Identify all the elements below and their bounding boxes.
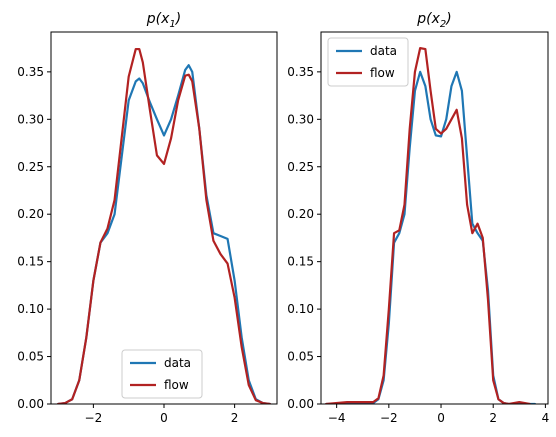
title-subscript: 2 — [440, 19, 446, 30]
y-tick-label: 0.20 — [287, 207, 314, 221]
legend-label-flow: flow — [164, 378, 189, 392]
x-tick-label: 4 — [542, 411, 550, 425]
y-tick-label: 0.15 — [287, 255, 314, 269]
y-tick-label: 0.15 — [17, 255, 44, 269]
y-tick-label: 0.05 — [17, 350, 44, 364]
title-subscript: 1 — [169, 19, 175, 30]
y-tick-label: 0.10 — [17, 302, 44, 316]
series-line-flow — [325, 47, 531, 404]
legend-label-data: data — [164, 356, 191, 370]
y-tick-label: 0.35 — [17, 65, 44, 79]
title-main: p(x — [146, 11, 170, 27]
x-tick-label: 2 — [489, 411, 497, 425]
axes-frame — [320, 31, 549, 405]
chart-title: p(x1) — [146, 11, 181, 30]
title-main: p(x — [416, 11, 440, 27]
y-tick-label: 0.30 — [287, 112, 314, 126]
title-end: ) — [445, 11, 451, 27]
x-tick-label: −2 — [380, 411, 398, 425]
legend-label-data: data — [370, 44, 397, 58]
y-tick-label: 0.00 — [287, 397, 314, 411]
legend-label-flow: flow — [370, 66, 395, 80]
x-tick-label: −2 — [85, 411, 103, 425]
subplot-p-x2: 0.00 0.05 0.10 0.15 0.20 0.25 0.30 0.35 −4 −2 0 2 4 p… — [287, 11, 549, 425]
series-line-flow — [56, 47, 272, 404]
y-tick-label: 0.00 — [17, 397, 44, 411]
subplot-p-x1: 0.00 0.05 0.10 0.15 0.20 0.25 0.30 0.35 −2 0 2 p(x1… — [17, 11, 278, 425]
y-tick-label: 0.05 — [287, 350, 314, 364]
x-tick-label: 0 — [437, 411, 445, 425]
y-tick-label: 0.25 — [287, 160, 314, 174]
y-tick-label: 0.30 — [17, 112, 44, 126]
y-tick-label: 0.10 — [287, 302, 314, 316]
chart-title: p(x2) — [416, 11, 451, 30]
x-tick-label: 0 — [160, 411, 168, 425]
title-end: ) — [175, 11, 181, 27]
y-tick-label: 0.35 — [287, 65, 314, 79]
y-tick-label: 0.20 — [17, 207, 44, 221]
x-tick-label: 2 — [231, 411, 239, 425]
x-tick-label: −4 — [328, 411, 346, 425]
y-tick-label: 0.25 — [17, 160, 44, 174]
